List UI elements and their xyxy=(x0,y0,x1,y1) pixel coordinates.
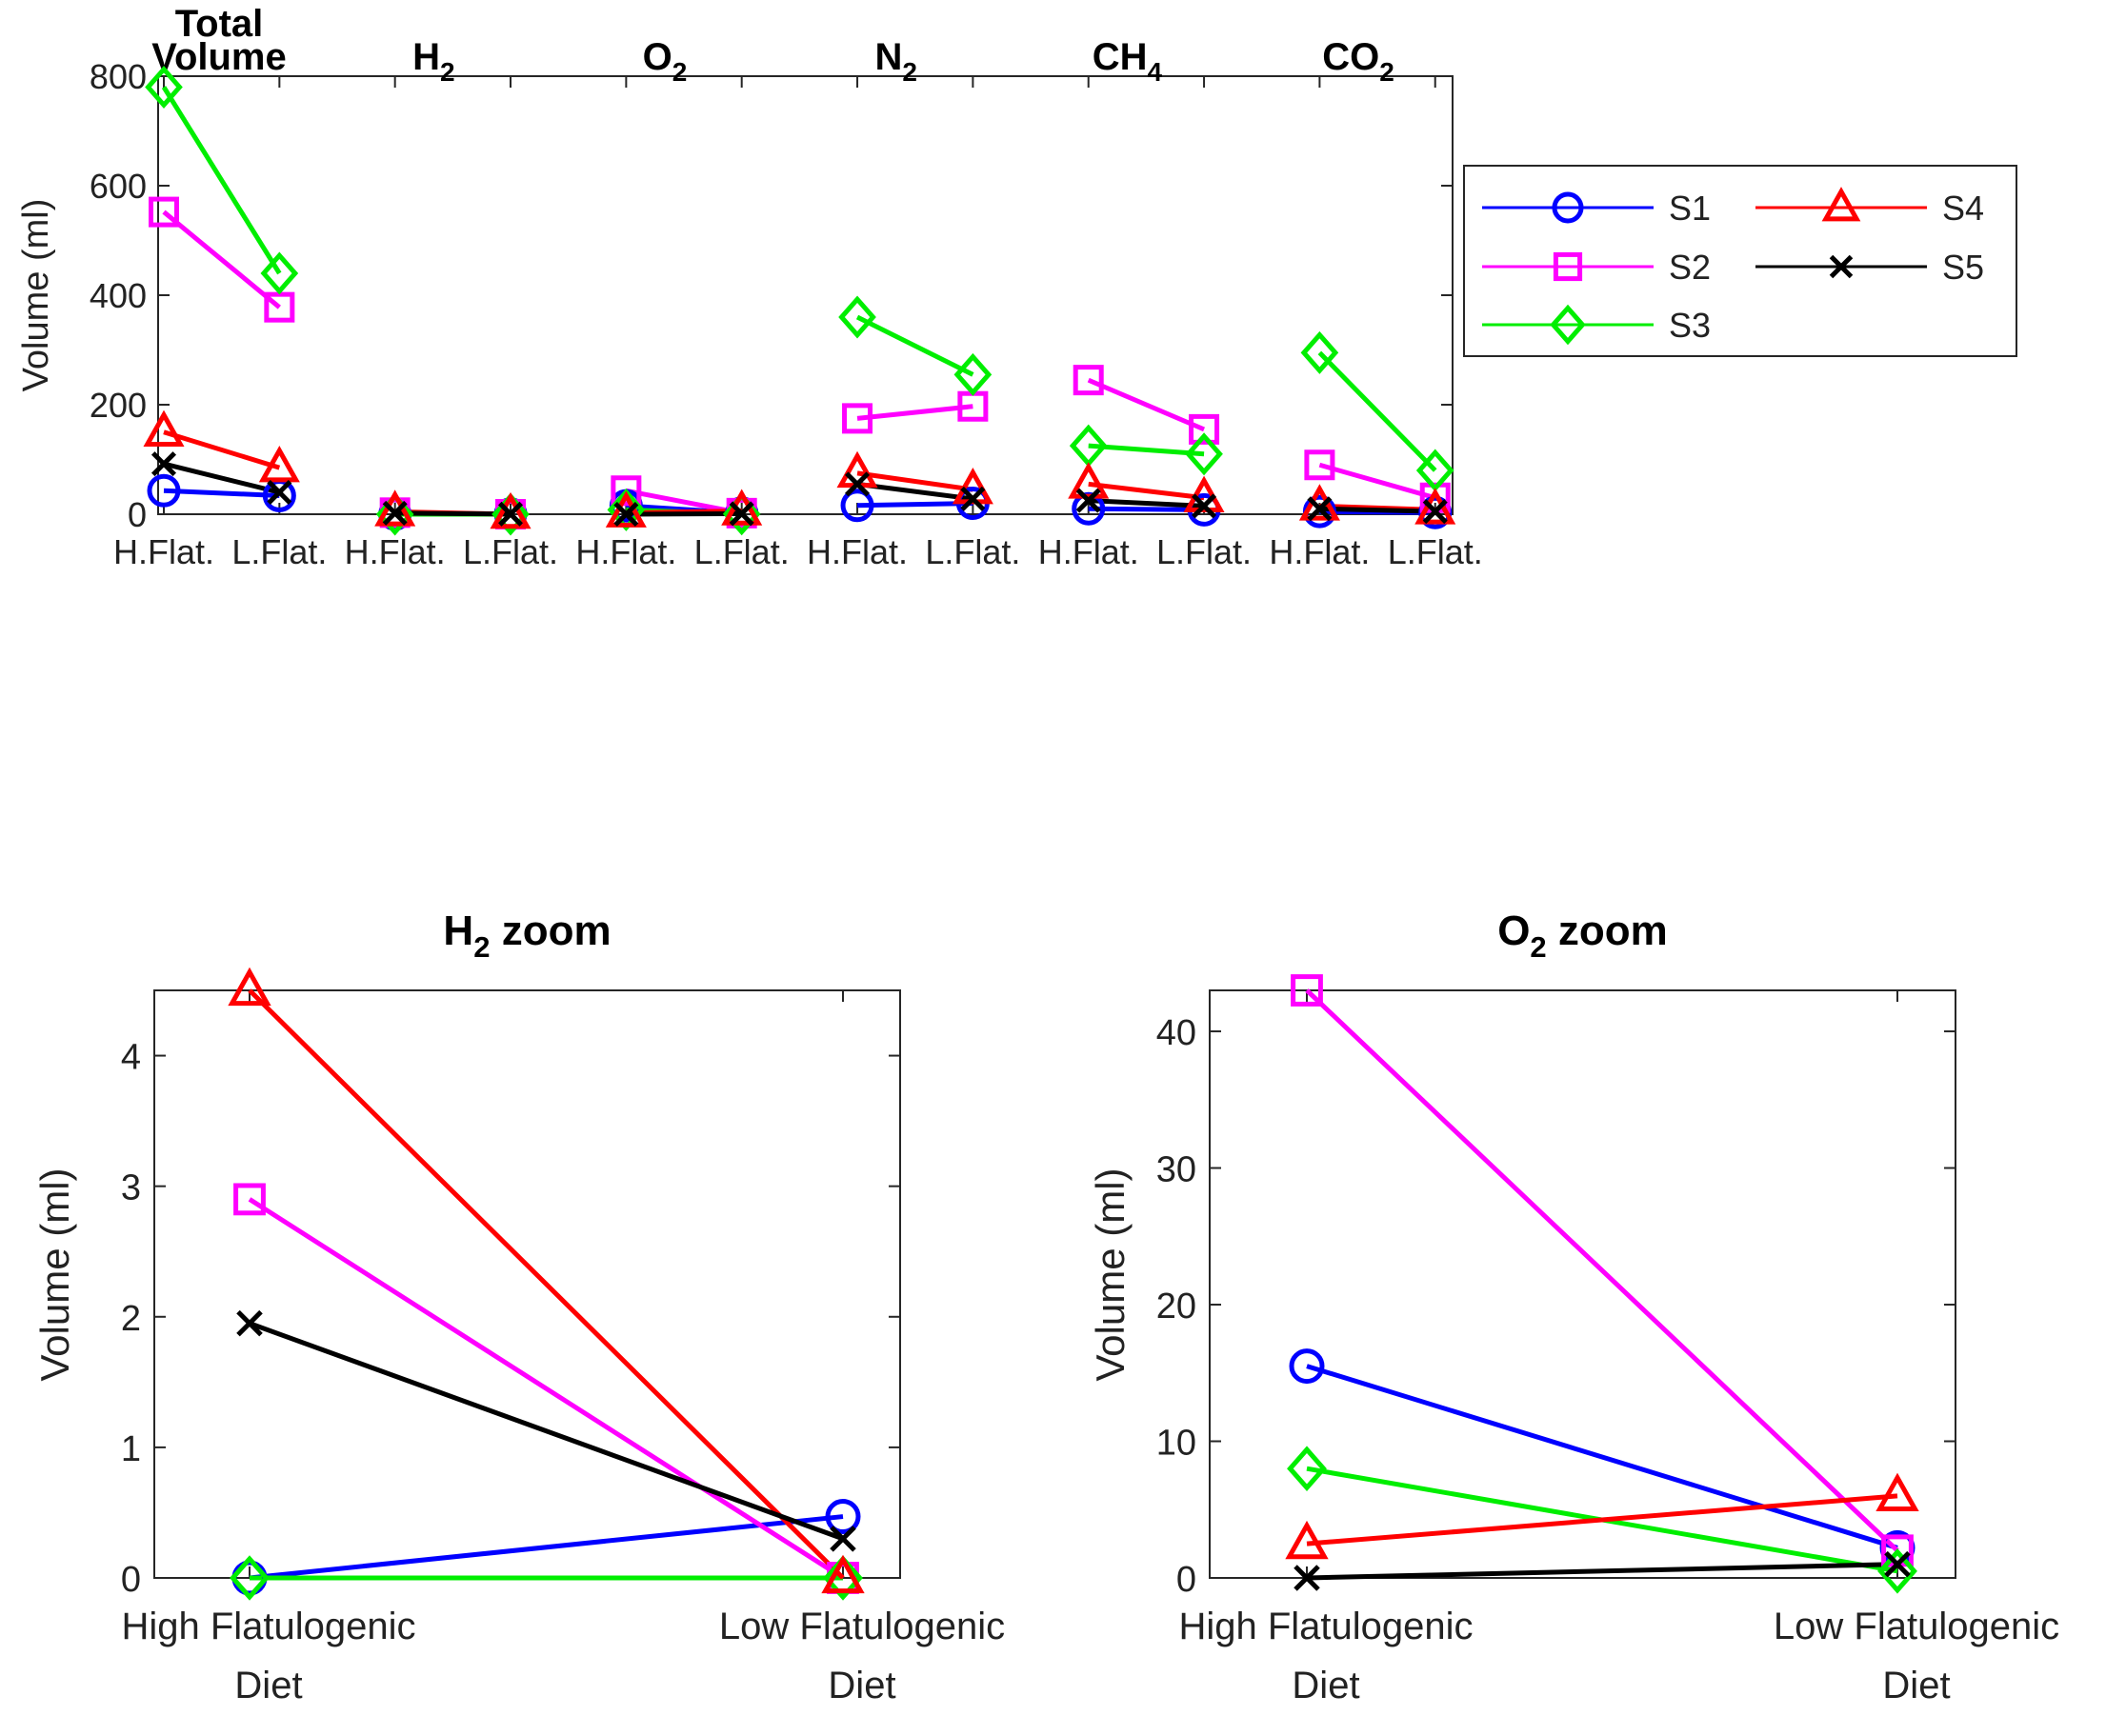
y-tick-label: 4 xyxy=(121,1038,141,1078)
h2-zoom-chart-frame xyxy=(154,990,900,1578)
y-tick-label: 40 xyxy=(1156,1013,1196,1053)
x-tick-label: L.Flat. xyxy=(694,532,790,571)
y-axis-label: Volume (ml) xyxy=(32,1167,77,1381)
x-tick-label: H.Flat. xyxy=(1038,532,1139,571)
y-tick-label: 0 xyxy=(121,1560,141,1600)
x-tick-label: Low Flatulogenic xyxy=(1774,1606,2059,1647)
series-line-s2 xyxy=(1089,380,1204,429)
x-tick-label: H.Flat. xyxy=(1269,532,1370,571)
series-line-s4 xyxy=(164,432,279,468)
series-line-s5 xyxy=(1319,509,1434,511)
group-title-n2: N2 xyxy=(874,36,916,87)
x-tick-label-line2: Diet xyxy=(234,1665,302,1706)
x-tick-label: L.Flat. xyxy=(925,532,1020,571)
o2-zoom-chart: 0 10 20 30 40 High Flatulogenic Diet Low Flatul… xyxy=(1088,908,2059,1706)
top-chart: 0 200 400 600 800 H.Flat. L.Flat. H.Flat. L.Flat… xyxy=(16,3,2016,571)
y-tick-label: 10 xyxy=(1156,1424,1196,1464)
y-axis-label: Volume (ml) xyxy=(16,199,56,392)
data-point-s4 xyxy=(148,415,181,445)
legend-label-s2: S2 xyxy=(1669,248,1711,287)
y-axis-label: Volume (ml) xyxy=(1088,1167,1133,1381)
series-line-s4 xyxy=(250,990,843,1578)
series-line-s3 xyxy=(857,317,973,374)
x-tick-label: High Flatulogenic xyxy=(121,1606,415,1647)
x-tick-label-line2: Diet xyxy=(828,1665,895,1706)
legend: S1 S4 S2 S5 S3 xyxy=(1464,166,2016,356)
x-tick-label: High Flatulogenic xyxy=(1178,1606,1473,1647)
x-tick-label: H.Flat. xyxy=(807,532,908,571)
y-tick-label: 200 xyxy=(90,386,147,425)
y-tick-label: 30 xyxy=(1156,1150,1196,1190)
y-tick-label: 0 xyxy=(1176,1560,1196,1600)
series-line-s3 xyxy=(164,88,279,274)
data-point-s5 xyxy=(238,1312,261,1335)
series-line-s2 xyxy=(164,212,279,308)
group-title-co2: CO2 xyxy=(1322,36,1394,87)
o2-zoom-chart-title: O2 zoom xyxy=(1497,908,1668,964)
data-point-s4 xyxy=(1880,1478,1915,1509)
x-tick-label: L.Flat. xyxy=(1156,532,1252,571)
x-tick-label: L.Flat. xyxy=(463,532,558,571)
x-tick-label: Low Flatulogenic xyxy=(719,1606,1005,1647)
y-tick-label: 3 xyxy=(121,1168,141,1208)
y-tick-label: 400 xyxy=(90,276,147,315)
h2-zoom-chart-title: H2 zoom xyxy=(443,908,611,964)
group-title-total-line2: Volume xyxy=(151,36,287,78)
series-line-s2 xyxy=(857,407,973,419)
x-tick-label: H.Flat. xyxy=(575,532,676,571)
legend-label-s4: S4 xyxy=(1942,189,1984,228)
x-tick-label: H.Flat. xyxy=(113,532,214,571)
group-title-o2: O2 xyxy=(643,36,688,87)
h2-zoom-chart: 0 1 2 3 4 High Flatulogenic Diet Low Flatulogen… xyxy=(32,908,1005,1706)
legend-label-s3: S3 xyxy=(1669,306,1711,345)
x-tick-label-line2: Diet xyxy=(1292,1665,1359,1706)
y-tick-label: 2 xyxy=(121,1299,141,1339)
y-tick-label: 20 xyxy=(1156,1287,1196,1327)
legend-label-s1: S1 xyxy=(1669,189,1711,228)
series-line-s1 xyxy=(250,1517,843,1578)
series-line-s5 xyxy=(1307,1565,1897,1578)
group-title-ch4: CH4 xyxy=(1093,36,1163,87)
series-line-s5 xyxy=(250,1324,843,1539)
top-plot-frame xyxy=(158,76,1453,514)
o2-zoom-chart-frame xyxy=(1210,990,1956,1578)
series-line-s1 xyxy=(164,490,279,495)
group-title-h2: H2 xyxy=(412,36,454,87)
y-tick-label: 1 xyxy=(121,1429,141,1469)
y-tick-label: 800 xyxy=(90,57,147,96)
x-tick-label-line2: Diet xyxy=(1882,1665,1950,1706)
series-line-s2 xyxy=(250,1199,843,1578)
y-tick-label: 0 xyxy=(128,495,147,534)
x-tick-label: L.Flat. xyxy=(1388,532,1483,571)
x-tick-label: L.Flat. xyxy=(231,532,327,571)
series-line-s2 xyxy=(1307,990,1897,1550)
legend-label-s5: S5 xyxy=(1942,248,1984,287)
series-line-s5 xyxy=(1089,501,1204,507)
series-line-s3 xyxy=(1319,352,1434,470)
x-tick-label: H.Flat. xyxy=(345,532,446,571)
legend-box xyxy=(1464,166,2016,356)
y-tick-label: 600 xyxy=(90,167,147,206)
